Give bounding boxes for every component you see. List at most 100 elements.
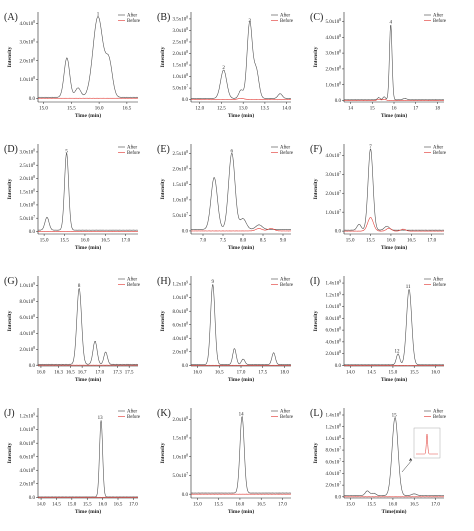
x-tick-label: 16.0 [95,107,104,112]
y-tick-label: 1.0x108 [325,435,341,442]
x-tick-label: 18.0 [280,371,289,376]
y-tick-label: 3.0x108 [172,27,188,34]
y-tick-label: 3.0x108 [325,50,341,57]
x-tick-label: 13.0 [239,107,248,112]
x-tick-label: 17.3 [113,371,122,376]
x-tick-label: 17.5 [258,371,267,376]
y-tick-label: 4.0x107 [325,470,341,477]
x-tick-label: 16.5 [410,503,419,508]
x-tick-label: 16.0 [81,239,90,244]
y-tick-label: 1.0x109 [325,303,341,310]
y-tick-label: 6.0x108 [172,321,188,328]
y-tick-label: 2.0x108 [172,50,188,57]
y-tick-label: 8.0x107 [325,447,341,454]
x-tick-label: 15.5 [214,503,223,508]
x-tick-label: 17.0 [431,503,440,508]
x-tick-label: 8.0 [240,239,247,244]
x-tick-label: 7.5 [220,239,227,244]
panel-label: (A) [4,12,18,23]
y-tick-label: 2.5x108 [172,39,188,46]
x-tick-label: 18 [435,107,441,112]
y-tick-label: 2.0x108 [19,57,35,64]
x-axis-title: Time (min) [228,508,254,515]
x-axis-title: Time (min) [75,244,101,251]
x-axis-title: Time (min) [381,376,407,383]
peak-label: 6 [231,150,234,155]
series-line-before [343,98,445,101]
y-axis-title: Intensity [313,46,319,67]
x-tick-label: 12.5 [217,107,226,112]
y-tick-label: 1.2x109 [325,291,341,298]
x-tick-label: 16.5 [114,503,123,508]
panel-c: (C) 14 15 16 17 18 0.0 1.0x108 2.0x108 3.0x108 4.0… [310,12,446,119]
x-tick-label: 14.5 [52,503,61,508]
x-axis-title: Time (min) [75,112,101,119]
panel-label: (D) [4,144,18,155]
y-tick-label: 0.0 [182,493,189,498]
x-tick-label: 16.7 [78,371,87,376]
y-axis-title: Intensity [160,178,166,199]
inset-box [413,427,441,459]
x-tick-label: 15.0 [346,503,355,508]
y-tick-label: 1.0x109 [172,294,188,301]
x-tick-label: 17.0 [427,239,436,244]
legend-label-before: Before [127,415,140,420]
y-tick-label: 0.0 [182,98,189,103]
x-tick-label: 15 [370,107,376,112]
peak-label: 1 [97,13,100,18]
y-tick-label: 5.0x107 [172,212,188,219]
y-axis-title: Intensity [313,442,319,463]
y-tick-label: 0.0 [335,495,342,500]
panel-i: (I) 14.0 14.5 15.0 15.5 16.0 0.0 2.0x108 4.0x108… [310,276,446,383]
legend-label-after: After [433,278,444,283]
peak-label: 12 [395,350,401,355]
x-tick-label: 16.0 [37,371,46,376]
x-tick-label: 15.0 [193,503,202,508]
x-tick-label: 15.0 [40,239,49,244]
legend-label-after: After [280,278,291,283]
x-tick-label: 16.5 [66,371,75,376]
y-tick-label: 0.0 [29,97,36,102]
series-line-after [190,284,292,366]
y-tick-label: 1.0x108 [325,81,341,88]
legend-label-after: After [127,14,138,19]
x-tick-label: 16.0 [98,503,107,508]
y-tick-label: 2.5x108 [19,162,35,169]
x-tick-label: 15.0 [389,371,398,376]
x-axis-title: Time (min) [75,508,101,515]
x-tick-label: 8.5 [260,239,267,244]
y-axis-title: Intensity [7,442,13,463]
x-tick-label: 17.5 [125,371,134,376]
y-tick-label: 0.0 [335,364,342,369]
series-line-after [37,420,139,498]
peak-label: 13 [98,416,104,421]
y-tick-label: 2.0x108 [19,346,35,353]
series-line-after [190,415,292,494]
y-tick-label: 5.0x107 [19,215,35,222]
x-tick-label: 16.0 [389,503,398,508]
series-line-after [343,289,445,366]
panel-l: (L) 15.0 15.5 16.0 16.5 17.0 0.0 2.0x107 4.0x107… [310,408,446,515]
legend-label-before: Before [280,151,293,156]
legend-label-before: Before [127,283,140,288]
panel-label: (C) [310,12,323,23]
legend-label-after: After [127,278,138,283]
y-tick-label: 1.0x108 [172,196,188,203]
peak-label: 3 [248,19,251,24]
legend-label-after: After [127,410,138,415]
y-tick-label: 1.5x108 [172,435,188,442]
legend-label-after: After [280,410,291,415]
y-tick-label: 2.0x108 [172,348,188,355]
y-axis-title: Intensity [7,46,13,67]
x-axis-title: Time (min) [381,112,407,119]
legend-label-after: After [280,14,291,19]
x-tick-label: 7.0 [200,239,207,244]
legend-label-before: Before [433,283,446,288]
y-tick-label: 1.2x109 [172,281,188,288]
panel-label: (I) [310,276,320,287]
panel-g: (G) 16.0 16.3 16.5 16.7 17.0 17.3 17.5 0.0 2.0x10… [4,276,140,383]
inset-arrow [401,459,413,473]
y-tick-label: 1.5x108 [19,188,35,195]
peak-label: 9 [211,280,214,285]
